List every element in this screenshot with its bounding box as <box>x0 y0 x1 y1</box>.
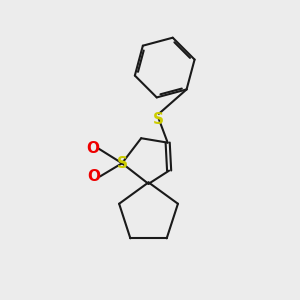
Text: O: O <box>86 141 99 156</box>
Text: O: O <box>88 169 100 184</box>
Text: S: S <box>153 112 164 127</box>
Text: S: S <box>116 156 128 171</box>
